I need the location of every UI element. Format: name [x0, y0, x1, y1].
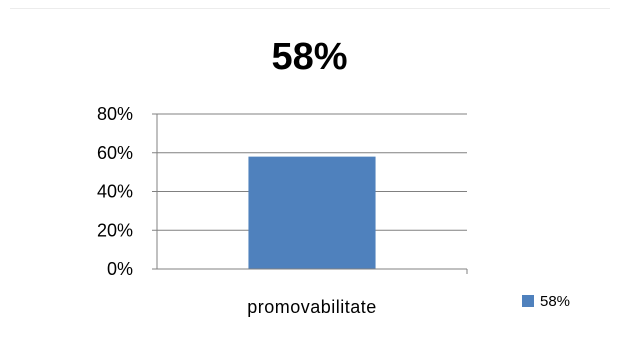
legend-label: 58% — [540, 292, 571, 310]
bars — [248, 156, 376, 269]
y-tick-labels: 0% 20% 40% 60% 80% — [97, 104, 133, 279]
x-category-labels: promovabilitate — [247, 297, 377, 317]
chart-title: 58% — [271, 36, 348, 78]
x-category-label: promovabilitate — [247, 297, 377, 317]
legend-swatch — [522, 295, 534, 307]
axes — [152, 113, 468, 274]
y-tick-label: 60% — [97, 143, 133, 163]
legend: 58% — [522, 292, 570, 310]
y-tick-label: 40% — [97, 182, 133, 202]
y-tick-label: 80% — [97, 104, 133, 124]
bar — [248, 156, 376, 269]
top-divider — [10, 8, 610, 9]
y-tick-label: 20% — [97, 220, 133, 240]
y-tick-label: 0% — [107, 259, 133, 279]
